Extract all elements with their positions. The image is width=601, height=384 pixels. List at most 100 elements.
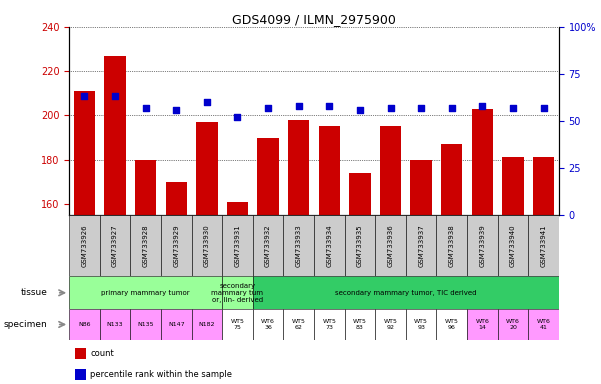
Text: WT6
36: WT6 36	[261, 319, 275, 330]
Text: WT5
92: WT5 92	[383, 319, 397, 330]
Bar	[344, 309, 375, 340]
Bar	[165, 182, 187, 215]
Bar	[375, 215, 406, 276]
Bar	[253, 276, 559, 309]
Text: GSM733937: GSM733937	[418, 224, 424, 267]
Bar	[467, 309, 498, 340]
Text: WT5
73: WT5 73	[322, 319, 337, 330]
Bar	[192, 215, 222, 276]
Bar	[161, 215, 192, 276]
Text: N133: N133	[107, 322, 123, 327]
Bar	[436, 215, 467, 276]
Bar	[375, 309, 406, 340]
Text: GSM733938: GSM733938	[449, 224, 455, 267]
Point	[141, 105, 150, 111]
Text: N86: N86	[78, 322, 91, 327]
Bar	[69, 309, 100, 340]
Point	[171, 107, 181, 113]
Point	[263, 105, 273, 111]
Bar	[344, 215, 375, 276]
Bar	[130, 309, 161, 340]
Text: WT6
20: WT6 20	[506, 319, 520, 330]
Bar	[380, 126, 401, 215]
Point	[202, 99, 212, 105]
Text: GSM733934: GSM733934	[326, 224, 332, 267]
Bar	[105, 56, 126, 215]
Bar	[222, 309, 253, 340]
Bar	[69, 215, 100, 276]
Point	[416, 105, 426, 111]
Bar	[253, 215, 284, 276]
Bar	[406, 309, 436, 340]
Bar	[436, 309, 467, 340]
Point	[478, 103, 487, 109]
Bar	[533, 157, 554, 215]
Point	[355, 107, 365, 113]
Text: GSM733932: GSM733932	[265, 224, 271, 267]
Bar	[135, 160, 156, 215]
Text: WT6
41: WT6 41	[537, 319, 551, 330]
Point	[233, 114, 242, 120]
Bar	[227, 202, 248, 215]
Text: secondary mammary tumor, TIC derived: secondary mammary tumor, TIC derived	[335, 290, 477, 296]
Bar	[100, 309, 130, 340]
Bar	[161, 309, 192, 340]
Text: GSM733928: GSM733928	[142, 224, 148, 267]
Point	[447, 105, 457, 111]
Point	[325, 103, 334, 109]
Text: specimen: specimen	[4, 320, 47, 329]
Bar	[472, 109, 493, 215]
Text: WT5
93: WT5 93	[414, 319, 428, 330]
Text: GSM733929: GSM733929	[173, 224, 179, 267]
Text: percentile rank within the sample: percentile rank within the sample	[90, 370, 232, 379]
Text: primary mammary tumor: primary mammary tumor	[102, 290, 190, 296]
Text: WT6
14: WT6 14	[475, 319, 489, 330]
Bar	[406, 215, 436, 276]
Text: GSM733933: GSM733933	[296, 224, 302, 267]
Point	[110, 93, 120, 99]
Text: GSM733939: GSM733939	[480, 224, 486, 267]
Text: secondary
mammary tum
or, lin- derived: secondary mammary tum or, lin- derived	[212, 283, 263, 303]
Bar	[130, 215, 161, 276]
Text: GSM733927: GSM733927	[112, 224, 118, 267]
Text: GSM733941: GSM733941	[541, 224, 547, 267]
Bar	[196, 122, 218, 215]
Text: GSM733926: GSM733926	[81, 224, 87, 267]
Point	[294, 103, 304, 109]
Bar	[498, 309, 528, 340]
Bar	[528, 215, 559, 276]
Text: WT5
96: WT5 96	[445, 319, 459, 330]
Point	[539, 105, 549, 111]
Bar	[441, 144, 463, 215]
Bar	[319, 126, 340, 215]
Text: tissue: tissue	[21, 288, 47, 297]
Bar	[253, 309, 284, 340]
Text: GSM733936: GSM733936	[388, 224, 394, 267]
Text: N135: N135	[138, 322, 154, 327]
Bar	[467, 215, 498, 276]
Bar	[502, 157, 523, 215]
Bar	[410, 160, 432, 215]
Bar	[314, 309, 344, 340]
Bar	[314, 215, 344, 276]
Title: GDS4099 / ILMN_2975900: GDS4099 / ILMN_2975900	[232, 13, 396, 26]
Text: GSM733930: GSM733930	[204, 224, 210, 267]
Point	[386, 105, 395, 111]
Text: WT5
62: WT5 62	[291, 319, 306, 330]
Bar	[498, 215, 528, 276]
Bar	[192, 309, 222, 340]
Bar	[69, 276, 222, 309]
Bar	[222, 276, 253, 309]
Bar	[284, 215, 314, 276]
Point	[508, 105, 518, 111]
Bar	[74, 91, 95, 215]
Bar	[257, 137, 279, 215]
Point	[79, 93, 89, 99]
Text: N182: N182	[198, 322, 215, 327]
Text: count: count	[90, 349, 114, 358]
Bar	[100, 215, 130, 276]
Text: WT5
75: WT5 75	[231, 319, 245, 330]
Text: GSM733940: GSM733940	[510, 224, 516, 267]
Text: N147: N147	[168, 322, 185, 327]
Bar	[288, 120, 310, 215]
